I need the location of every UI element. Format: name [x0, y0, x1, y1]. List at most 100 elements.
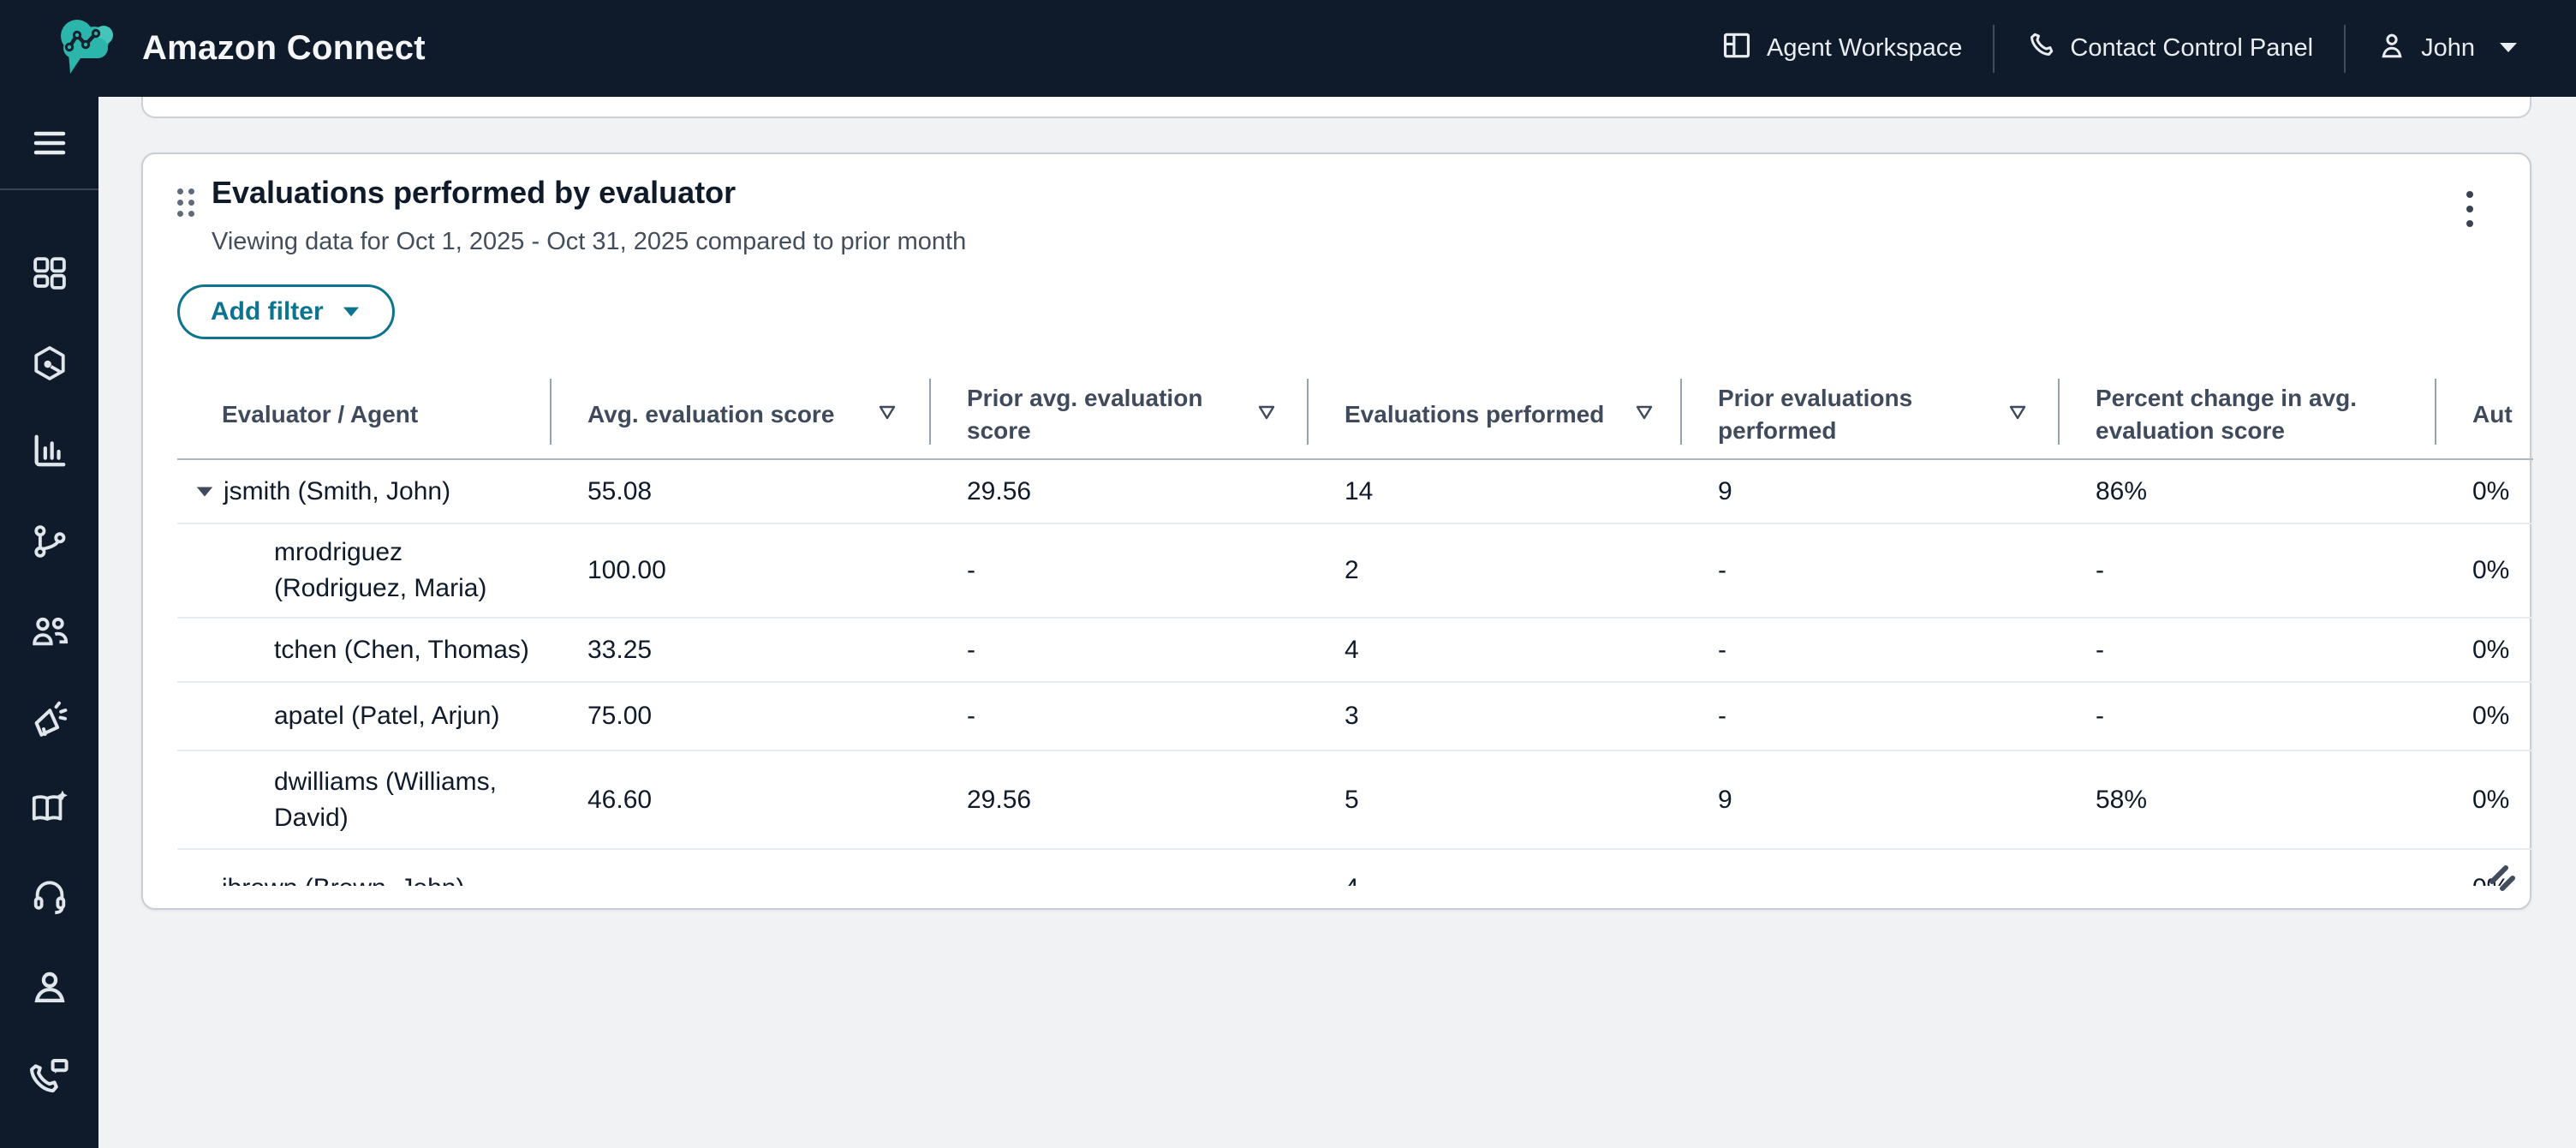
- evaluations-widget-card: Evaluations performed by evaluator Viewi…: [141, 152, 2533, 910]
- cell-percent-change: -: [2096, 556, 2104, 584]
- column-header: Prior evaluations performed: [1718, 384, 1913, 444]
- filter-icon[interactable]: [1256, 398, 1277, 431]
- menu-icon[interactable]: [0, 128, 98, 158]
- cell-avg-score: 33.25: [587, 635, 653, 664]
- cell-prior-evaluations: -: [1718, 556, 1726, 584]
- cell-aut: 0%: [2472, 702, 2510, 730]
- cell-prior-avg-score: 29.56: [967, 476, 1032, 505]
- cell-aut: 0%: [2472, 635, 2510, 664]
- table-row: jsmith (Smith, John) 55.08 29.56 14 9 86…: [177, 460, 2533, 524]
- add-filter-button[interactable]: Add filter: [177, 284, 395, 339]
- cell-prior-evaluations: 9: [1718, 785, 1732, 814]
- cell-prior-evaluations: -: [1718, 702, 1726, 730]
- filter-icon[interactable]: [1634, 398, 1655, 431]
- cell-avg-score: 55.08: [587, 476, 653, 505]
- cell-percent-change: 86%: [2096, 476, 2148, 505]
- cell-percent-change: -: [2060, 874, 2436, 886]
- evaluator-name: jbrown (Brown, John): [222, 870, 464, 886]
- sidebar-item-profile[interactable]: [0, 967, 98, 1007]
- table-row: dwilliams (Williams, David) 46.60 29.56 …: [177, 751, 2533, 850]
- evaluator-name: jsmith (Smith, John): [224, 476, 451, 505]
- cell-prior-avg-score: 29.56: [967, 785, 1032, 814]
- cell-evaluations-performed: 2: [1345, 556, 1359, 584]
- sidebar-divider: [0, 188, 98, 190]
- sidebar-item-analytics[interactable]: [0, 431, 98, 470]
- row-expand-caret-icon[interactable]: [194, 483, 215, 500]
- cell-prior-evaluations: -: [1682, 874, 2060, 886]
- cell-evaluations-performed: 14: [1345, 476, 1374, 505]
- evaluations-table: Evaluator / Agent Avg. evaluation score …: [177, 370, 2533, 886]
- sidebar-item-dashboard[interactable]: [0, 254, 98, 293]
- column-header: Evaluator / Agent: [222, 400, 419, 428]
- user-name: John: [2421, 34, 2475, 62]
- sidebar-item-agent[interactable]: [0, 876, 98, 916]
- workspace-icon: [1720, 29, 1753, 69]
- filter-icon[interactable]: [877, 398, 897, 431]
- cell-aut: 0%: [2472, 785, 2510, 814]
- nav-label: Agent Workspace: [1767, 34, 1963, 62]
- nav-label: Contact Control Panel: [2070, 34, 2314, 62]
- app-title: Amazon Connect: [142, 29, 426, 67]
- chevron-down-icon: [2497, 34, 2519, 63]
- caret-down-icon: [343, 307, 359, 317]
- cell-percent-change: 58%: [2096, 785, 2148, 814]
- filter-icon[interactable]: [2007, 398, 2028, 431]
- amazon-connect-logo-icon: [53, 12, 123, 85]
- cell-percent-change: -: [2096, 702, 2104, 730]
- widget-title: Evaluations performed by evaluator: [212, 175, 736, 210]
- sidebar-item-knowledge[interactable]: [0, 788, 98, 828]
- cell-prior-evaluations: 9: [1718, 476, 1732, 505]
- cell-aut: 0%: [2472, 476, 2510, 505]
- user-icon: [2376, 30, 2407, 68]
- cell-evaluations-performed: 3: [1345, 702, 1359, 730]
- cell-evaluations-performed: 4: [1345, 635, 1359, 664]
- sidebar-nav: [0, 97, 98, 1148]
- cell-prior-avg-score: -: [967, 556, 975, 584]
- table-row: tchen (Chen, Thomas) 33.25 - 4 - - 0%: [177, 619, 2533, 683]
- table-header-row: Evaluator / Agent Avg. evaluation score …: [177, 370, 2533, 460]
- column-header: Percent change in avg. evaluation score: [2096, 384, 2357, 444]
- column-header: Evaluations performed: [1345, 400, 1605, 428]
- cell-prior-avg-score: -: [967, 635, 975, 664]
- agent-name: apatel (Patel, Arjun): [274, 702, 500, 730]
- nav-divider: [2344, 24, 2346, 73]
- cell-avg-score: 46.60: [587, 785, 653, 814]
- sidebar-item-routing[interactable]: [0, 344, 98, 383]
- agent-name: mrodriguez (Rodriguez, Maria): [274, 538, 487, 602]
- cell-avg-score: 100.00: [587, 556, 666, 584]
- nav-contact-control-panel[interactable]: Contact Control Panel: [1995, 30, 2344, 68]
- cell-avg-score: 75.00: [587, 702, 653, 730]
- kebab-menu-icon[interactable]: [2451, 185, 2489, 233]
- previous-widget-card-edge: [141, 97, 2531, 118]
- cell-prior-avg-score: -: [967, 702, 975, 730]
- sidebar-item-users[interactable]: [0, 612, 98, 651]
- resize-grip-icon[interactable]: [2484, 859, 2518, 898]
- cell-percent-change: -: [2096, 635, 2104, 664]
- cell-prior-avg-score: -: [931, 874, 1309, 886]
- table-row: mrodriguez (Rodriguez, Maria) 100.00 - 2…: [177, 524, 2533, 619]
- cell-aut: 0%: [2472, 556, 2510, 584]
- column-header: Prior avg. evaluation score: [967, 384, 1203, 444]
- nav-divider: [1993, 24, 1995, 73]
- table-row: apatel (Patel, Arjun) 75.00 - 3 - - 0%: [177, 683, 2533, 751]
- brand: Amazon Connect: [53, 12, 426, 85]
- sidebar-item-flows[interactable]: [0, 522, 98, 561]
- app-header: Amazon Connect Agent Workspace Contact C…: [0, 0, 2576, 97]
- agent-name: dwilliams (Williams, David): [274, 767, 497, 832]
- column-header: Avg. evaluation score: [587, 400, 835, 428]
- cell-evaluations-performed: 5: [1345, 785, 1359, 814]
- nav-agent-workspace[interactable]: Agent Workspace: [1690, 29, 1993, 69]
- table-row-clipped: jbrown (Brown, John) - - 4 - - 0%: [177, 850, 2533, 886]
- cell-prior-evaluations: -: [1718, 635, 1726, 664]
- column-header: Aut: [2472, 400, 2513, 428]
- main-content: Evaluations performed by evaluator Viewi…: [98, 97, 2576, 1148]
- widget-subtitle: Viewing data for Oct 1, 2025 - Oct 31, 2…: [212, 228, 967, 255]
- agent-name: tchen (Chen, Thomas): [274, 635, 529, 664]
- user-menu[interactable]: John: [2346, 30, 2550, 68]
- phone-icon: [2025, 30, 2056, 68]
- sidebar-item-campaigns[interactable]: [0, 699, 98, 740]
- sidebar-item-contact[interactable]: [0, 1055, 98, 1097]
- cell-evaluations-performed: 4: [1309, 874, 1682, 886]
- drag-handle-icon[interactable]: [177, 188, 194, 217]
- cell-avg-score: -: [552, 874, 931, 886]
